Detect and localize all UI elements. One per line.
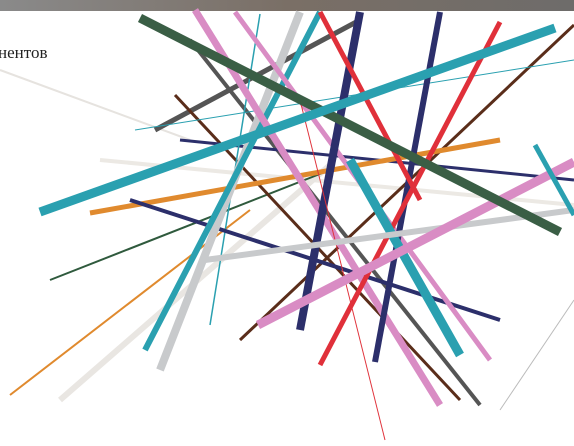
caption-text: нентов — [0, 43, 47, 62]
photo-strip — [0, 0, 574, 11]
lines — [0, 8, 574, 441]
